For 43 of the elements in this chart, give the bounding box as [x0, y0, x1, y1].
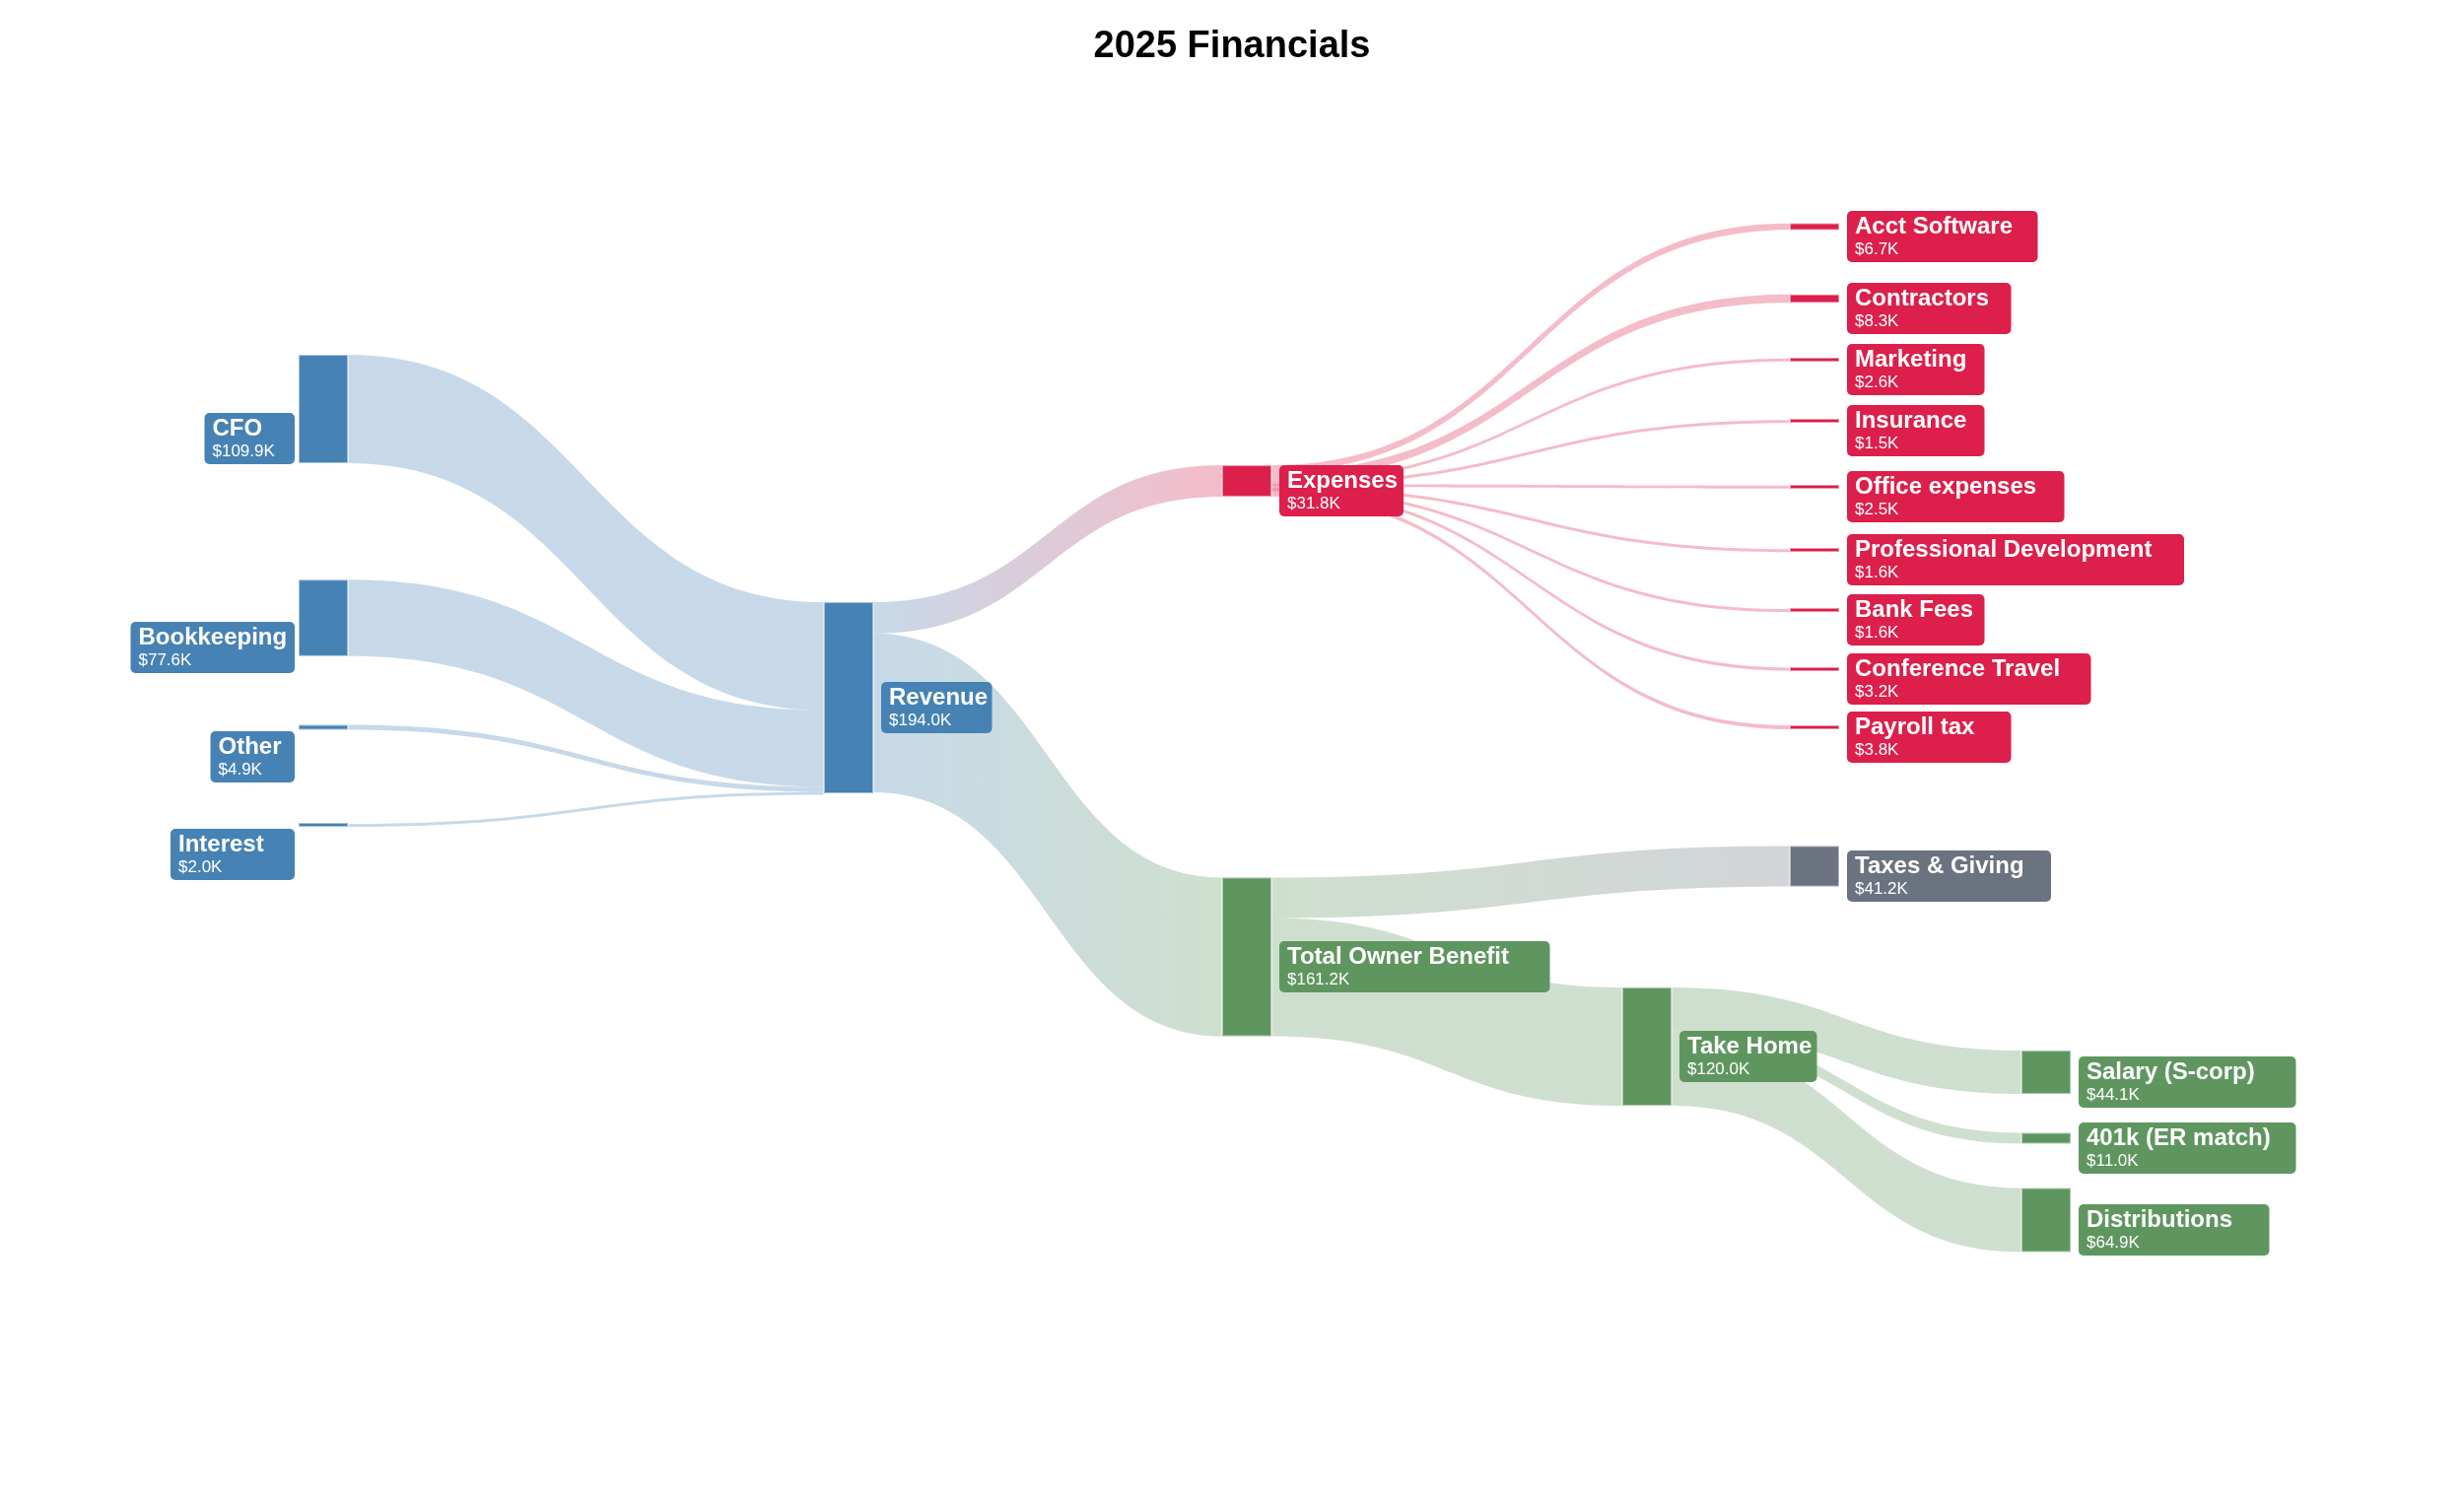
text: 2025 Financials — [1093, 24, 1371, 65]
category-label: Office expenses — [1855, 472, 2037, 499]
data-label: $1.5K — [1855, 434, 1900, 452]
data-label: $109.9K — [212, 442, 276, 460]
data-label: $161.2K — [1287, 970, 1350, 988]
data-label: $8.3K — [1855, 311, 1900, 330]
data-label: $2.6K — [1855, 373, 1900, 391]
data-label: $77.6K — [138, 650, 193, 669]
category-label: Revenue — [889, 683, 989, 710]
category-label: Marketing — [1855, 345, 1967, 372]
category-label: Conference Travel — [1855, 654, 2061, 681]
category-label: Professional Development — [1855, 535, 2153, 562]
category-label: Total Owner Benefit — [1287, 942, 1509, 969]
data-label: $31.8K — [1287, 494, 1341, 512]
category-label: Bookkeeping — [138, 623, 288, 649]
data-label: $44.1K — [2087, 1085, 2141, 1104]
category-label: Taxes & Giving — [1855, 851, 2024, 878]
data-label: $1.6K — [1855, 563, 1900, 581]
category-label: Interest — [178, 830, 264, 856]
data-label: $41.2K — [1855, 879, 1909, 898]
category-label: Expenses — [1287, 466, 1399, 493]
data-label: $3.2K — [1855, 682, 1900, 701]
category-label: Bank Fees — [1855, 595, 1974, 622]
data-label: $4.9K — [218, 760, 263, 779]
data-label: $11.0K — [2087, 1151, 2140, 1170]
data-label: $6.7K — [1855, 239, 1900, 258]
data-label: $3.8K — [1855, 740, 1900, 759]
data-label: $1.6K — [1855, 623, 1900, 642]
category-label: Distributions — [2087, 1205, 2232, 1232]
category-label: Payroll tax — [1855, 713, 1976, 739]
data-label: $2.5K — [1855, 500, 1900, 518]
data-label: $64.9K — [2087, 1233, 2141, 1252]
data-label: $194.0K — [889, 711, 952, 729]
category-label: Contractors — [1855, 284, 1990, 310]
category-label: Other — [218, 732, 282, 759]
data-label: $2.0K — [178, 857, 224, 876]
category-label: Take Home — [1687, 1032, 1813, 1058]
category-label: Insurance — [1855, 406, 1967, 433]
category-label: 401k (ER match) — [2087, 1123, 2271, 1150]
category-label: Salary (S-corp) — [2087, 1057, 2255, 1084]
category-label: CFO — [212, 414, 263, 441]
category-label: Acct Software — [1855, 212, 2014, 238]
data-label: $120.0K — [1687, 1059, 1750, 1078]
